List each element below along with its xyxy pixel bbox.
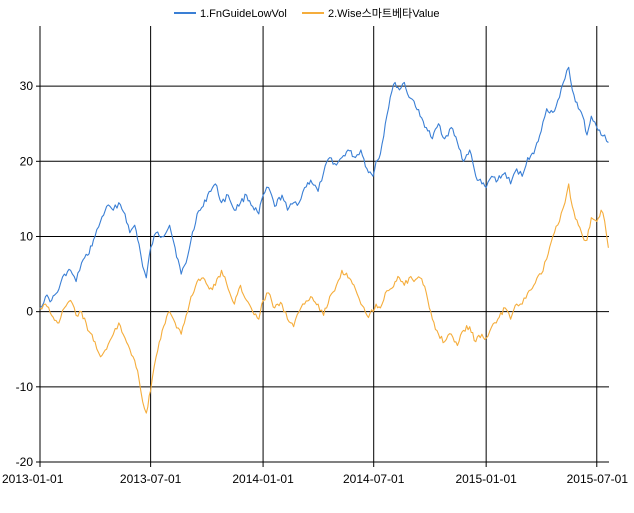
x-tick-label: 2014-01-01 bbox=[232, 472, 294, 486]
x-tick-label: 2013-01-01 bbox=[2, 472, 64, 486]
legend-label-fnguidelowvol: 1.FnGuideLowVol bbox=[200, 8, 287, 20]
x-tick-label: 2014-07-01 bbox=[343, 472, 405, 486]
axes bbox=[36, 26, 609, 467]
y-tick-label: 0 bbox=[26, 305, 33, 319]
y-tick-label: -10 bbox=[16, 380, 34, 394]
y-tick-label: 10 bbox=[20, 229, 34, 243]
y-tick-label: -20 bbox=[16, 455, 34, 469]
x-tick-label: 2015-01-01 bbox=[455, 472, 517, 486]
legend: 1.FnGuideLowVol 2.Wise스마트베타Value bbox=[174, 7, 440, 20]
y-tick-label: 30 bbox=[20, 79, 34, 93]
x-tick-label: 2015-07-01 bbox=[567, 472, 629, 486]
x-tick-label: 2013-07-01 bbox=[120, 472, 182, 486]
y-tick-label: 20 bbox=[20, 154, 34, 168]
legend-label-wise-value: 2.Wise스마트베타Value bbox=[328, 7, 440, 20]
tick-labels: 30 20 10 0 -10 -20 2013-01-01 2013-07-01 2014-01… bbox=[2, 79, 628, 486]
series-group bbox=[39, 66, 609, 414]
series-line-0 bbox=[39, 66, 609, 309]
series-line-1 bbox=[39, 183, 609, 414]
